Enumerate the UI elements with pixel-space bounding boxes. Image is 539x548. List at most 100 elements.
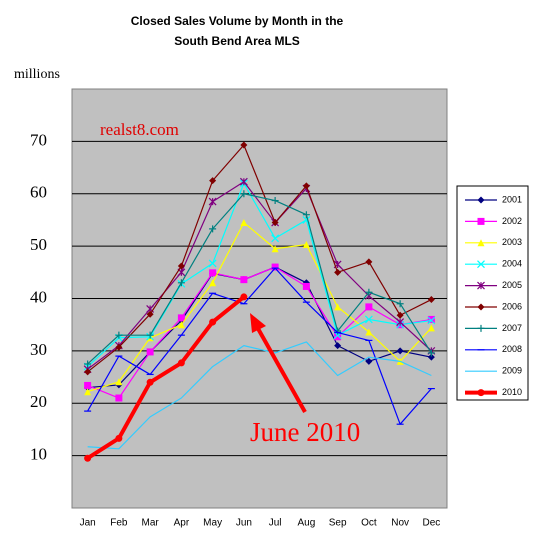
series-line [87,144,432,373]
marker [115,394,123,402]
y-axis-label: millions [14,67,60,82]
x-tick-label: Apr [174,518,190,529]
marker [396,311,404,319]
y-tick-label: 30 [30,340,47,359]
marker [477,217,485,225]
legend-label: 2006 [502,301,522,311]
legend-label: 2003 [502,237,522,247]
x-tick-label: Mar [142,518,160,529]
x-tick-label: Dec [422,518,440,529]
x-tick-label: Oct [361,518,377,529]
watermark: realst8.com [100,120,179,139]
marker [115,434,123,442]
marker [271,245,279,253]
y-tick-label: 40 [30,287,47,306]
y-tick-label: 60 [30,183,47,202]
legend-entries: 2001 2002 2003 2004 2005 2006 2007 2008 2009 2010 [465,194,522,397]
series-line [87,266,432,399]
series-line [87,221,432,393]
arrow-head [250,313,266,333]
marker [302,182,310,190]
marker [177,359,185,367]
legend-label: 2010 [502,387,522,397]
x-tick-label: Nov [391,518,409,529]
marker [209,318,217,326]
marker [115,343,123,351]
series-line [87,182,432,368]
legend-label: 2005 [502,280,522,290]
marker [365,357,373,365]
annotation: June 2010 [250,417,360,447]
legend-label: 2007 [502,323,522,333]
marker [365,288,373,296]
marker [84,381,92,389]
marker [209,177,217,185]
marker [271,234,280,243]
marker [271,263,279,271]
marker [208,259,217,268]
marker [146,310,154,318]
series-line [87,181,432,370]
y-tick-label: 50 [30,235,47,254]
marker [115,378,123,386]
marker [209,225,217,233]
marker [146,378,154,386]
x-tick-label: Sep [329,518,347,529]
marker [177,321,185,329]
marker [427,349,435,357]
series-line [87,193,432,365]
x-tick-label: Feb [110,518,128,529]
marker [477,239,485,247]
marker [334,333,342,341]
x-tick-label: May [203,518,222,529]
marker [177,314,185,322]
marker [240,190,248,198]
arrow [254,324,307,413]
marker [209,279,217,287]
marker [477,389,485,397]
marker [302,241,310,249]
series-line [87,267,432,425]
legend-label: 2002 [502,216,522,226]
marker [427,316,436,325]
marker [240,276,248,284]
y-tick-label: 20 [30,392,47,411]
series-line [86,295,246,460]
legend-label: 2004 [502,259,522,269]
marker [365,328,373,336]
series-lines [83,141,436,462]
marker [84,454,92,462]
marker [396,347,404,355]
grid: 10 20 30 40 50 60 70 Jan Feb Mar Apr May Jun Jul Aug Se… [30,130,447,529]
marker [271,197,279,205]
marker [177,262,185,270]
x-tick-label: Jan [80,518,96,529]
marker [146,348,154,356]
marker [477,281,485,290]
marker [365,258,373,266]
marker [240,219,248,227]
marker [334,268,342,276]
y-tick-label: 70 [30,130,47,149]
marker [427,296,435,304]
marker [477,324,485,332]
chart-title: Closed Sales Volume by Month in the [131,14,344,28]
marker [84,360,92,368]
y-tick-label: 10 [30,445,47,464]
marker [396,300,404,308]
marker [302,282,310,290]
marker [271,219,279,227]
marker [364,315,373,324]
marker [84,368,92,376]
marker [334,342,342,350]
marker [427,324,435,332]
series-line [87,341,432,450]
marker [240,141,248,149]
marker [240,293,248,301]
marker [84,388,92,396]
legend-label: 2001 [502,194,522,204]
marker [115,331,123,339]
x-tick-label: Jul [269,518,282,529]
marker [209,269,217,277]
